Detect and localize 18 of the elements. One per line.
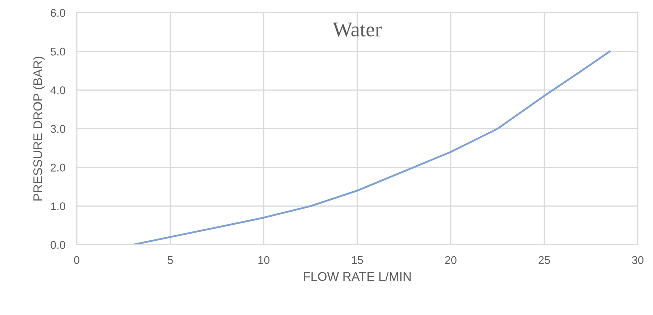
x-tick-label: 30: [632, 256, 644, 264]
x-tick-label: 0: [74, 256, 80, 264]
line-series: [132, 50, 611, 245]
y-tick-label: 4.0: [50, 86, 66, 94]
y-axis-title: PRESSURE DROP (BAR): [33, 56, 45, 201]
x-tick-label: 20: [445, 256, 457, 264]
x-tick-label: 10: [258, 256, 270, 264]
y-tick-label: 6.0: [51, 9, 66, 18]
y-tick-label: 5.0: [50, 48, 66, 56]
y-tick-label: 0.0: [50, 241, 66, 250]
x-axis-title: FLOW RATE L/MIN: [304, 272, 411, 282]
x-tick-label: 5: [168, 256, 174, 264]
y-tick-label: 2.0: [51, 164, 66, 172]
x-tick-label: 15: [352, 256, 364, 264]
chart-title: Water: [332, 22, 382, 37]
x-tick-label: 25: [538, 256, 550, 264]
y-tick-label: 3.0: [50, 125, 66, 134]
y-tick-label: 1.0: [51, 202, 66, 210]
